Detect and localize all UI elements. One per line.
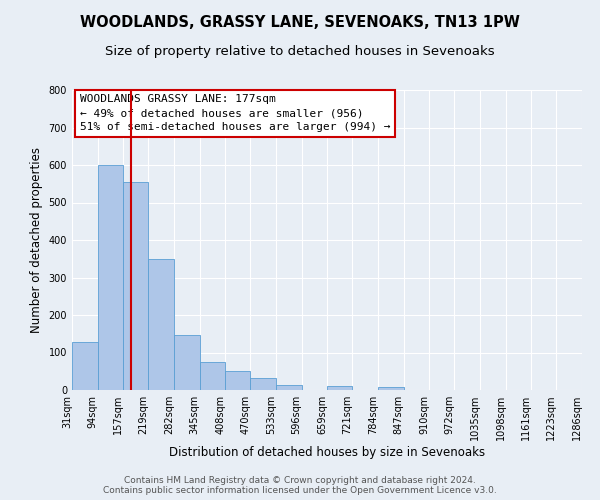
Bar <box>200 362 225 390</box>
Text: WOODLANDS GRASSY LANE: 177sqm
← 49% of detached houses are smaller (956)
51% of : WOODLANDS GRASSY LANE: 177sqm ← 49% of d… <box>80 94 390 132</box>
Bar <box>225 370 250 390</box>
Bar <box>250 378 276 390</box>
Bar <box>174 334 200 390</box>
Bar <box>148 259 174 390</box>
Bar <box>98 165 123 390</box>
Bar <box>276 385 302 390</box>
Y-axis label: Number of detached properties: Number of detached properties <box>30 147 43 333</box>
Text: Contains public sector information licensed under the Open Government Licence v3: Contains public sector information licen… <box>103 486 497 495</box>
X-axis label: Distribution of detached houses by size in Sevenoaks: Distribution of detached houses by size … <box>169 446 485 459</box>
Bar <box>123 182 148 390</box>
Bar <box>378 387 404 390</box>
Text: WOODLANDS, GRASSY LANE, SEVENOAKS, TN13 1PW: WOODLANDS, GRASSY LANE, SEVENOAKS, TN13 … <box>80 15 520 30</box>
Text: Size of property relative to detached houses in Sevenoaks: Size of property relative to detached ho… <box>105 45 495 58</box>
Bar <box>327 386 352 390</box>
Text: Contains HM Land Registry data © Crown copyright and database right 2024.: Contains HM Land Registry data © Crown c… <box>124 476 476 485</box>
Bar <box>72 342 98 390</box>
